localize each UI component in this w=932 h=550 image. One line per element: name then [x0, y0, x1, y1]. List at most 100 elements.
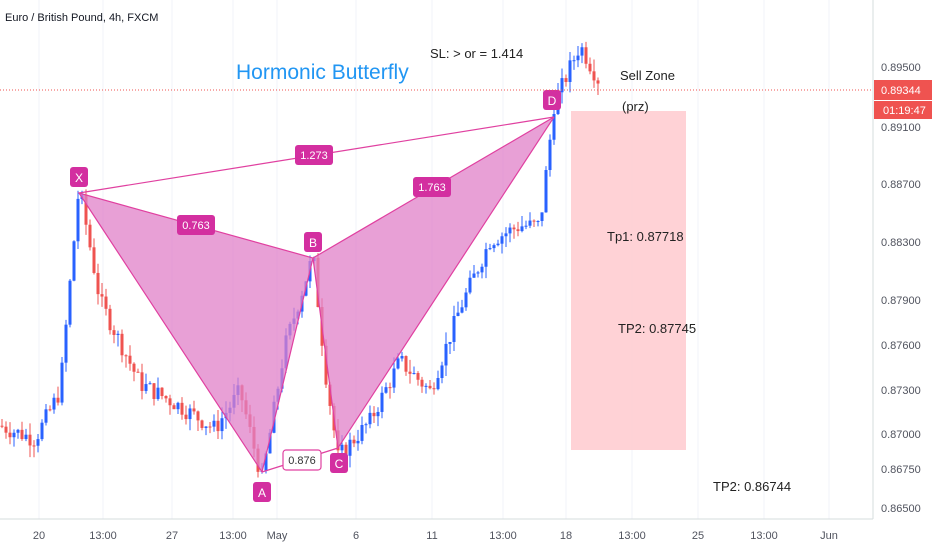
time-axis[interactable]: 20 13:00 27 13:00 May 6 11 13:00 18 13:00 25 13:00 J… — [0, 518, 873, 542]
candle — [588, 57, 592, 75]
candle — [404, 355, 408, 376]
candle — [156, 377, 160, 401]
candle — [148, 381, 152, 385]
candle — [564, 74, 568, 87]
candle — [164, 395, 168, 403]
sell-zone-label: Sell Zone — [620, 68, 675, 83]
candle — [112, 325, 116, 344]
butterfly-pattern — [77, 116, 555, 474]
point-c-label: C — [330, 453, 348, 473]
tp2-lower-label: TP2: 0.86744 — [713, 479, 791, 494]
candle — [400, 351, 404, 362]
price-tick-label: 0.89100 — [881, 122, 921, 134]
price-tick-label: 0.86500 — [881, 503, 921, 515]
time-tick-label: 13:00 — [89, 530, 117, 542]
candle — [96, 263, 100, 305]
time-tick-label: Jun — [820, 530, 838, 542]
price-axis[interactable]: 0.89500 0.89100 0.88700 0.88300 0.87900 0.876… — [872, 0, 932, 519]
candle — [124, 354, 128, 368]
svg-text:01:19:47: 01:19:47 — [883, 105, 926, 117]
candle — [568, 52, 572, 93]
svg-text:C: C — [335, 457, 344, 471]
time-tick-label: 25 — [692, 530, 704, 542]
candle — [540, 212, 544, 227]
candle — [504, 227, 508, 247]
svg-text:B: B — [309, 236, 317, 250]
candle — [432, 382, 436, 395]
candle — [584, 41, 588, 69]
candle — [448, 341, 452, 355]
candle — [472, 265, 476, 278]
time-tick-label: 18 — [560, 530, 572, 542]
svg-text:0.763: 0.763 — [182, 220, 210, 232]
symbol-title: Euro / British Pound, 4h, FXCM — [5, 12, 158, 24]
ratio-label-bcd: 1.763 — [413, 177, 451, 197]
candle — [440, 361, 444, 384]
candle — [380, 386, 384, 419]
stop-loss-note: SL: > or = 1.414 — [430, 46, 523, 61]
candle — [144, 373, 148, 394]
candle — [372, 406, 376, 423]
candle — [548, 134, 552, 177]
candle — [52, 393, 56, 414]
candle — [376, 407, 380, 427]
candle — [36, 434, 40, 453]
candle — [596, 77, 600, 95]
candle — [120, 329, 124, 363]
candle — [132, 362, 136, 382]
candle — [488, 243, 492, 251]
candle — [572, 55, 576, 70]
candle — [412, 366, 416, 375]
candle — [444, 332, 448, 376]
candle — [456, 301, 460, 317]
candle — [16, 428, 20, 439]
candle — [28, 423, 32, 458]
candle — [416, 371, 420, 386]
time-tick-label: 13:00 — [219, 530, 247, 542]
candle — [68, 279, 72, 328]
candle — [508, 223, 512, 243]
price-tick-label: 0.86750 — [881, 464, 921, 476]
candle — [0, 418, 4, 429]
candle — [40, 419, 44, 442]
candle — [128, 345, 132, 371]
svg-text:X: X — [75, 171, 83, 185]
candle — [512, 224, 516, 239]
candle — [196, 410, 200, 432]
time-tick-label: May — [267, 530, 288, 542]
pattern-title: Hormonic Butterfly — [236, 61, 409, 84]
candle — [108, 304, 112, 335]
candle — [20, 421, 24, 441]
tp1-label: Tp1: 0.87718 — [607, 229, 684, 244]
candle — [56, 386, 60, 406]
candle — [356, 429, 360, 451]
candle — [552, 104, 556, 145]
svg-text:1.273: 1.273 — [300, 150, 328, 162]
candle — [12, 429, 16, 447]
candle — [160, 387, 164, 400]
point-b-label: B — [304, 232, 322, 252]
candle — [492, 243, 496, 253]
candle — [140, 363, 144, 400]
candle — [216, 409, 220, 440]
price-tick-label: 0.88700 — [881, 179, 921, 191]
candle — [188, 404, 192, 431]
candle — [168, 394, 172, 415]
candle — [532, 219, 536, 227]
candle — [32, 440, 36, 458]
prz-label: (prz) — [622, 99, 649, 114]
candle — [352, 435, 356, 448]
candle — [348, 432, 352, 468]
candle — [4, 421, 8, 439]
candle — [528, 212, 532, 229]
candle — [200, 419, 204, 431]
candle — [184, 405, 188, 425]
price-tick-label: 0.89500 — [881, 62, 921, 74]
candle — [592, 59, 596, 88]
candle — [536, 220, 540, 227]
candle — [436, 370, 440, 391]
candle — [420, 376, 424, 393]
point-d-label: D — [543, 90, 561, 110]
candle — [76, 190, 80, 250]
